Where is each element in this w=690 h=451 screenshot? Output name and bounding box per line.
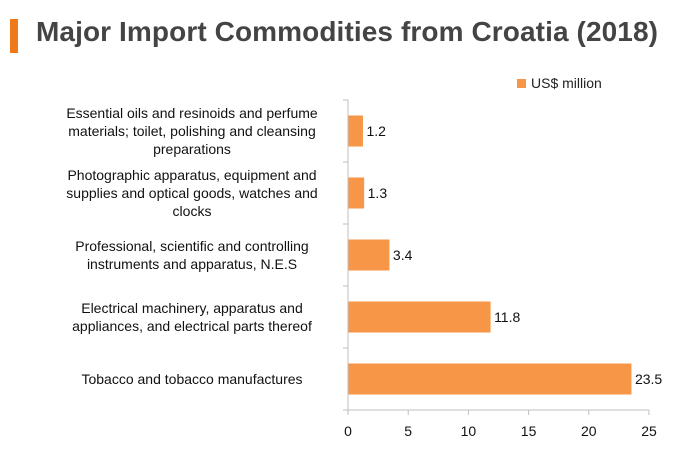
category-label-line: instruments and apparatus, N.E.S (87, 256, 297, 272)
legend-label: US$ million (531, 75, 602, 91)
category-label-line: supplies and optical goods, watches and (66, 185, 317, 201)
x-tick-label: 10 (461, 423, 477, 439)
category-label: Tobacco and tobacco manufactures (81, 371, 302, 387)
category-label-line: Professional, scientific and controlling (75, 238, 308, 254)
data-label: 11.8 (494, 309, 520, 325)
category-label-line: Electrical machinery, apparatus and (81, 300, 303, 316)
category-label-line: clocks (173, 203, 212, 219)
x-tick-label: 5 (404, 423, 412, 439)
page-title: Major Import Commodities from Croatia (2… (36, 16, 659, 47)
category-label: Professional, scientific and controlling… (75, 238, 308, 272)
bar (348, 301, 491, 333)
data-label: 3.4 (393, 247, 413, 263)
category-label-line: Photographic apparatus, equipment and (67, 167, 316, 183)
legend-swatch (517, 78, 526, 88)
bar (348, 177, 365, 209)
category-label-line: appliances, and electrical parts thereof (72, 318, 312, 334)
category-label-line: Essential oils and resinoids and perfume (66, 105, 318, 121)
category-label-line: materials; toilet, polishing and cleansi… (68, 123, 315, 139)
x-tick-label: 20 (581, 423, 597, 439)
x-tick-label: 25 (641, 423, 657, 439)
x-tick-label: 0 (344, 423, 352, 439)
category-label: Photographic apparatus, equipment and sup… (66, 167, 317, 219)
category-label: Essential oils and resinoids and perfume… (66, 105, 318, 157)
chart-legend: US$ million (517, 75, 602, 91)
category-label: Electrical machinery, apparatus and appli… (72, 300, 312, 334)
data-label: 1.3 (368, 185, 388, 201)
bar (348, 239, 390, 271)
data-label: 1.2 (366, 123, 386, 139)
title-accent-bar (10, 19, 18, 53)
category-label-line: Tobacco and tobacco manufactures (81, 371, 302, 387)
data-label: 23.5 (635, 371, 662, 387)
x-tick-label: 15 (521, 423, 537, 439)
category-label-line: preparations (153, 141, 231, 157)
bar (348, 363, 632, 395)
bar (348, 115, 363, 147)
